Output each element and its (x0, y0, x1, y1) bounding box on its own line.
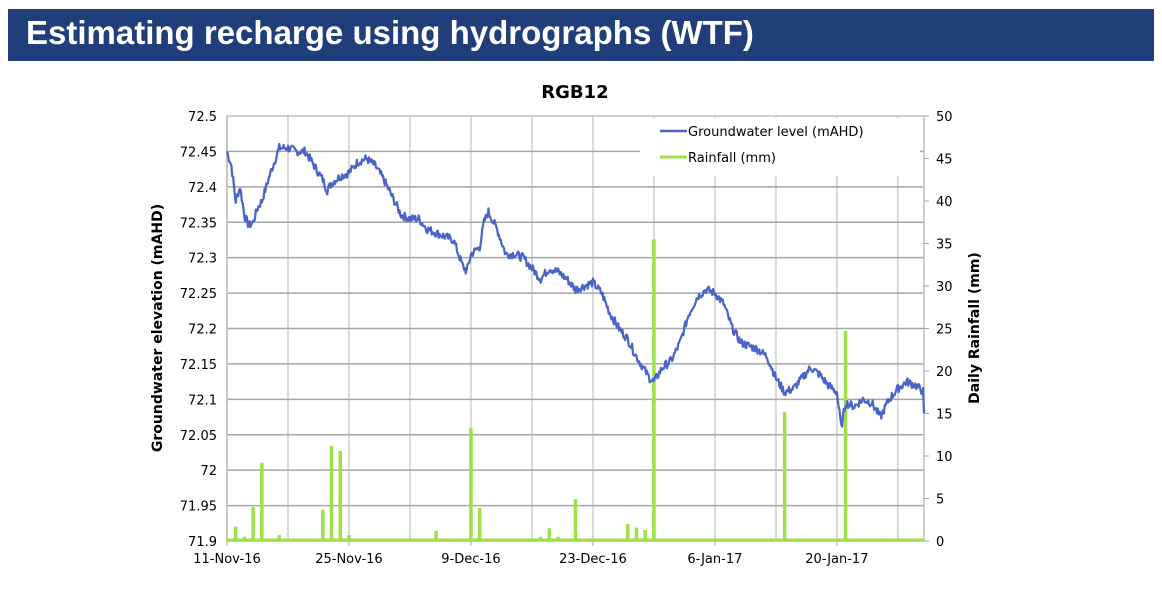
left-tick-label: 72.35 (180, 216, 217, 231)
right-tick-label: 0 (936, 535, 944, 550)
left-tick-label: 72.4 (188, 181, 217, 196)
x-tick-label: 9-Dec-16 (441, 552, 500, 567)
x-tick-label: 11-Nov-16 (193, 552, 261, 567)
left-tick-label: 72.5 (188, 110, 217, 125)
left-tick-label: 72.25 (180, 287, 217, 302)
slide-title: Estimating recharge using hydrographs (W… (26, 14, 754, 51)
right-tick-label: 50 (936, 110, 953, 125)
x-tick-label: 6-Jan-17 (687, 552, 742, 567)
legend-rainfall-label: Rainfall (mm) (688, 151, 776, 166)
right-tick-label: 40 (936, 195, 953, 210)
legend-background (640, 118, 920, 176)
left-tick-label: 72.3 (188, 252, 217, 267)
rainfall-bars (227, 239, 924, 542)
left-tick-label: 72.15 (180, 358, 217, 373)
left-tick-label: 71.95 (180, 500, 217, 515)
right-tick-label: 20 (936, 365, 953, 380)
slide-title-banner: Estimating recharge using hydrographs (W… (8, 9, 1154, 61)
chart-title: RGB12 (541, 82, 608, 103)
x-tick-label: 20-Jan-17 (805, 552, 868, 567)
legend-groundwater-label: Groundwater level (mAHD) (688, 125, 864, 140)
left-tick-label: 72.05 (180, 429, 217, 444)
x-axis-ticks: 11-Nov-16 25-Nov-16 9-Dec-16 23-Dec-16 6-Jan… (193, 541, 868, 567)
right-tick-label: 15 (936, 408, 953, 423)
x-tick-label: 23-Dec-16 (559, 552, 627, 567)
left-axis-title: Groundwater elevation (mAHD) (150, 204, 166, 452)
left-tick-label: 72.2 (188, 323, 217, 338)
right-axis-title: Daily Rainfall (mm) (967, 252, 983, 404)
right-tick-label: 30 (936, 280, 953, 295)
right-tick-label: 5 (936, 493, 944, 508)
right-tick-label: 35 (936, 238, 953, 253)
left-axis-ticks: 72.5 72.45 72.4 72.35 72.3 72.25 72.2 72.15 72.1… (180, 110, 217, 550)
chart-legend: Groundwater level (mAHD) Rainfall (mm) (640, 118, 920, 176)
right-tick-label: 45 (936, 153, 953, 168)
right-tick-label: 25 (936, 323, 953, 338)
x-tick-label: 25-Nov-16 (315, 552, 383, 567)
left-tick-label: 72 (200, 464, 217, 479)
left-tick-label: 72.45 (180, 145, 217, 160)
groundwater-line (225, 142, 926, 428)
left-tick-label: 71.9 (188, 535, 217, 550)
right-tick-label: 10 (936, 450, 953, 465)
left-tick-label: 72.1 (188, 393, 217, 408)
groundwater-polyline (225, 142, 926, 428)
